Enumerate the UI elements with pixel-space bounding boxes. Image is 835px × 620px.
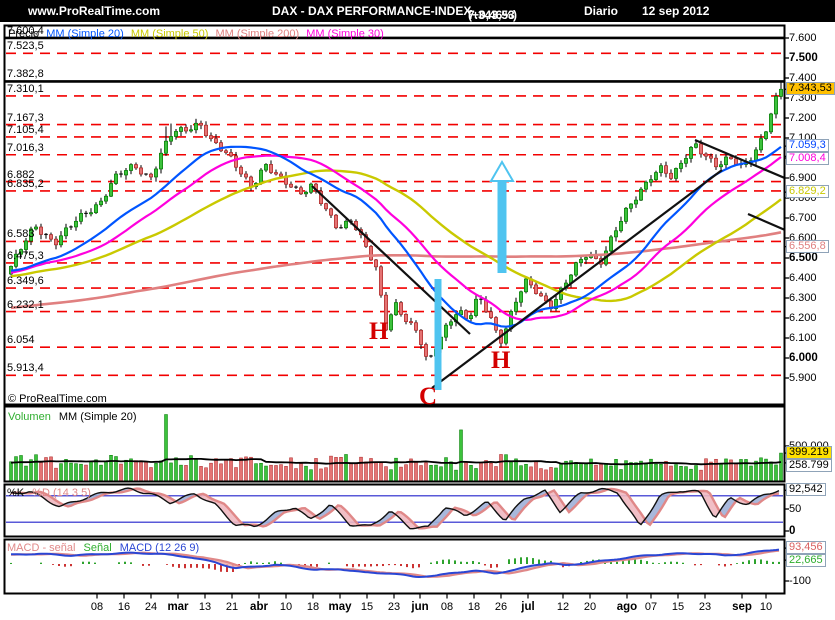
pattern-letter: H [369,318,389,345]
pattern-letter: H [491,347,511,374]
axis-value-label: 7.600 [789,32,817,44]
x-axis-date-label: may [328,601,352,613]
x-axis-date-label: 15 [671,601,685,613]
stoch-d-label: %D (14 3 5) [32,487,91,499]
price-level-label: 7.167,3 [7,111,44,124]
axis-value-label: 7.500 [789,52,818,64]
axis-value-label: 93,456 [786,541,826,555]
axis-value-label: 7.343,53 [786,82,835,96]
legend-item: MM (Simple 30) [306,28,384,40]
axis-value-label: 5.900 [789,372,817,384]
last-price: 7.343,53 [468,8,515,22]
stoch-k-label: %K [7,487,25,499]
legend-item: MM (Simple 200) [215,28,300,40]
x-axis-date-label: 13 [198,601,212,613]
timeframe-label[interactable]: Diario [584,4,619,18]
volume-label: Volumen [8,411,51,423]
price-level-label: 6.583 [7,228,35,241]
x-axis-date-label: 24 [144,601,158,613]
price-level-label: 7.600,4 [7,24,44,37]
axis-value-label: 7.400 [789,72,817,84]
axis-value-label: 6.900 [789,172,817,184]
axis-value-label: 6.100 [789,332,817,344]
axis-value-label: 0 [789,525,796,537]
x-axis-date-label: 20 [583,601,597,613]
x-axis-date-label: 16 [117,601,131,613]
price-level-label: 7.016,3 [7,141,44,154]
macd-line-label: MACD (12 26 9) [119,542,200,554]
price-level-label: 7.105,4 [7,123,44,136]
axis-value-label: 6.000 [789,352,818,364]
x-axis-date-label: 07 [644,601,658,613]
price-level-label: 6.349,6 [7,275,44,288]
x-axis-date-label: 10 [759,601,773,613]
axis-value-label: 258.799 [786,459,832,473]
x-axis-date-label: jul [521,601,535,613]
axis-value-label: 6.200 [789,312,817,324]
x-axis-date-label: 21 [225,601,239,613]
axis-value-label: 6.300 [789,292,817,304]
x-axis-date-label: ago [616,601,638,613]
axis-value-label: 6.400 [789,272,817,284]
axis-value-label: 92,542 [786,483,826,497]
copyright-label: © ProRealTime.com [8,393,107,405]
x-axis-date-label: 23 [387,601,401,613]
x-axis-date-label: sep [732,601,752,613]
instrument-title: DAX - DAX PERFORMANCE-INDEX [272,4,472,18]
x-axis-date-label: abr [250,601,268,613]
x-axis-date-label: 23 [698,601,712,613]
legend-item: MM (Simple 50) [130,28,209,40]
x-axis-date-label: 18 [467,601,481,613]
price-level-label: 7.382,8 [7,68,44,81]
brand-link[interactable]: www.ProRealTime.com [28,4,161,18]
price-level-label: 6.882 [7,168,35,181]
price-legend: Precio MM (Simple 20) MM (Simple 50) MM (Si… [8,28,391,40]
price-level-label: 6.475,3 [7,249,44,262]
macd-pane-header: MACD - señal Señal MACD (12 26 9) [7,542,204,554]
axis-value-label: 7.200 [789,112,817,124]
x-axis-date-label: 15 [360,601,374,613]
price-level-label: 6.054 [7,334,35,347]
axis-value-label: -100 [789,575,812,587]
price-level-label: 7.523,5 [7,40,44,53]
axis-value-label: 6.700 [789,212,817,224]
axis-value-label: 7.008,4 [786,152,829,166]
x-axis-date-label: jun [411,601,429,613]
axis-value-label: 50 [789,503,802,515]
x-axis-date-label: 10 [279,601,293,613]
axis-value-label: 22,665 [786,554,826,568]
axis-value-label: 7.059,3 [786,139,829,153]
axis-value-label: 399.219 [786,446,832,460]
x-axis-date-label: 26 [494,601,508,613]
stochastic-pane-header: %K %D (14 3 5) [7,487,96,499]
macd-signal-label: Señal [83,542,112,554]
axis-value-label: 6.829,2 [786,185,829,199]
date-label: 12 sep 2012 [642,4,710,18]
price-level-label: 7.310,1 [7,82,44,95]
x-axis-date-label: 08 [90,601,104,613]
price-level-label: 5.913,4 [7,362,44,375]
x-axis-date-label: 08 [440,601,454,613]
x-axis-date-label: mar [167,601,189,613]
legend-item: Precio [8,28,40,40]
change-percent: (+0,46%) [468,8,518,22]
volume-ma-label: MM (Simple 20) [58,411,137,423]
x-axis-date-label: 12 [556,601,570,613]
macd-hist-label: MACD - señal [7,542,76,554]
price-level-label: 6.835,2 [7,177,44,190]
axis-value-label: 6.556,8 [786,239,829,253]
price-level-label: 6.232,1 [7,298,44,311]
x-axis-date-label: 18 [306,601,320,613]
pattern-letter: C [419,383,438,410]
volume-pane-header: Volumen MM (Simple 20) [8,411,142,423]
axis-value-label: 6.500 [789,252,818,264]
legend-item: MM (Simple 20) [46,28,124,40]
title-bar: www.ProRealTime.com DAX - DAX PERFORMANC… [0,0,835,22]
